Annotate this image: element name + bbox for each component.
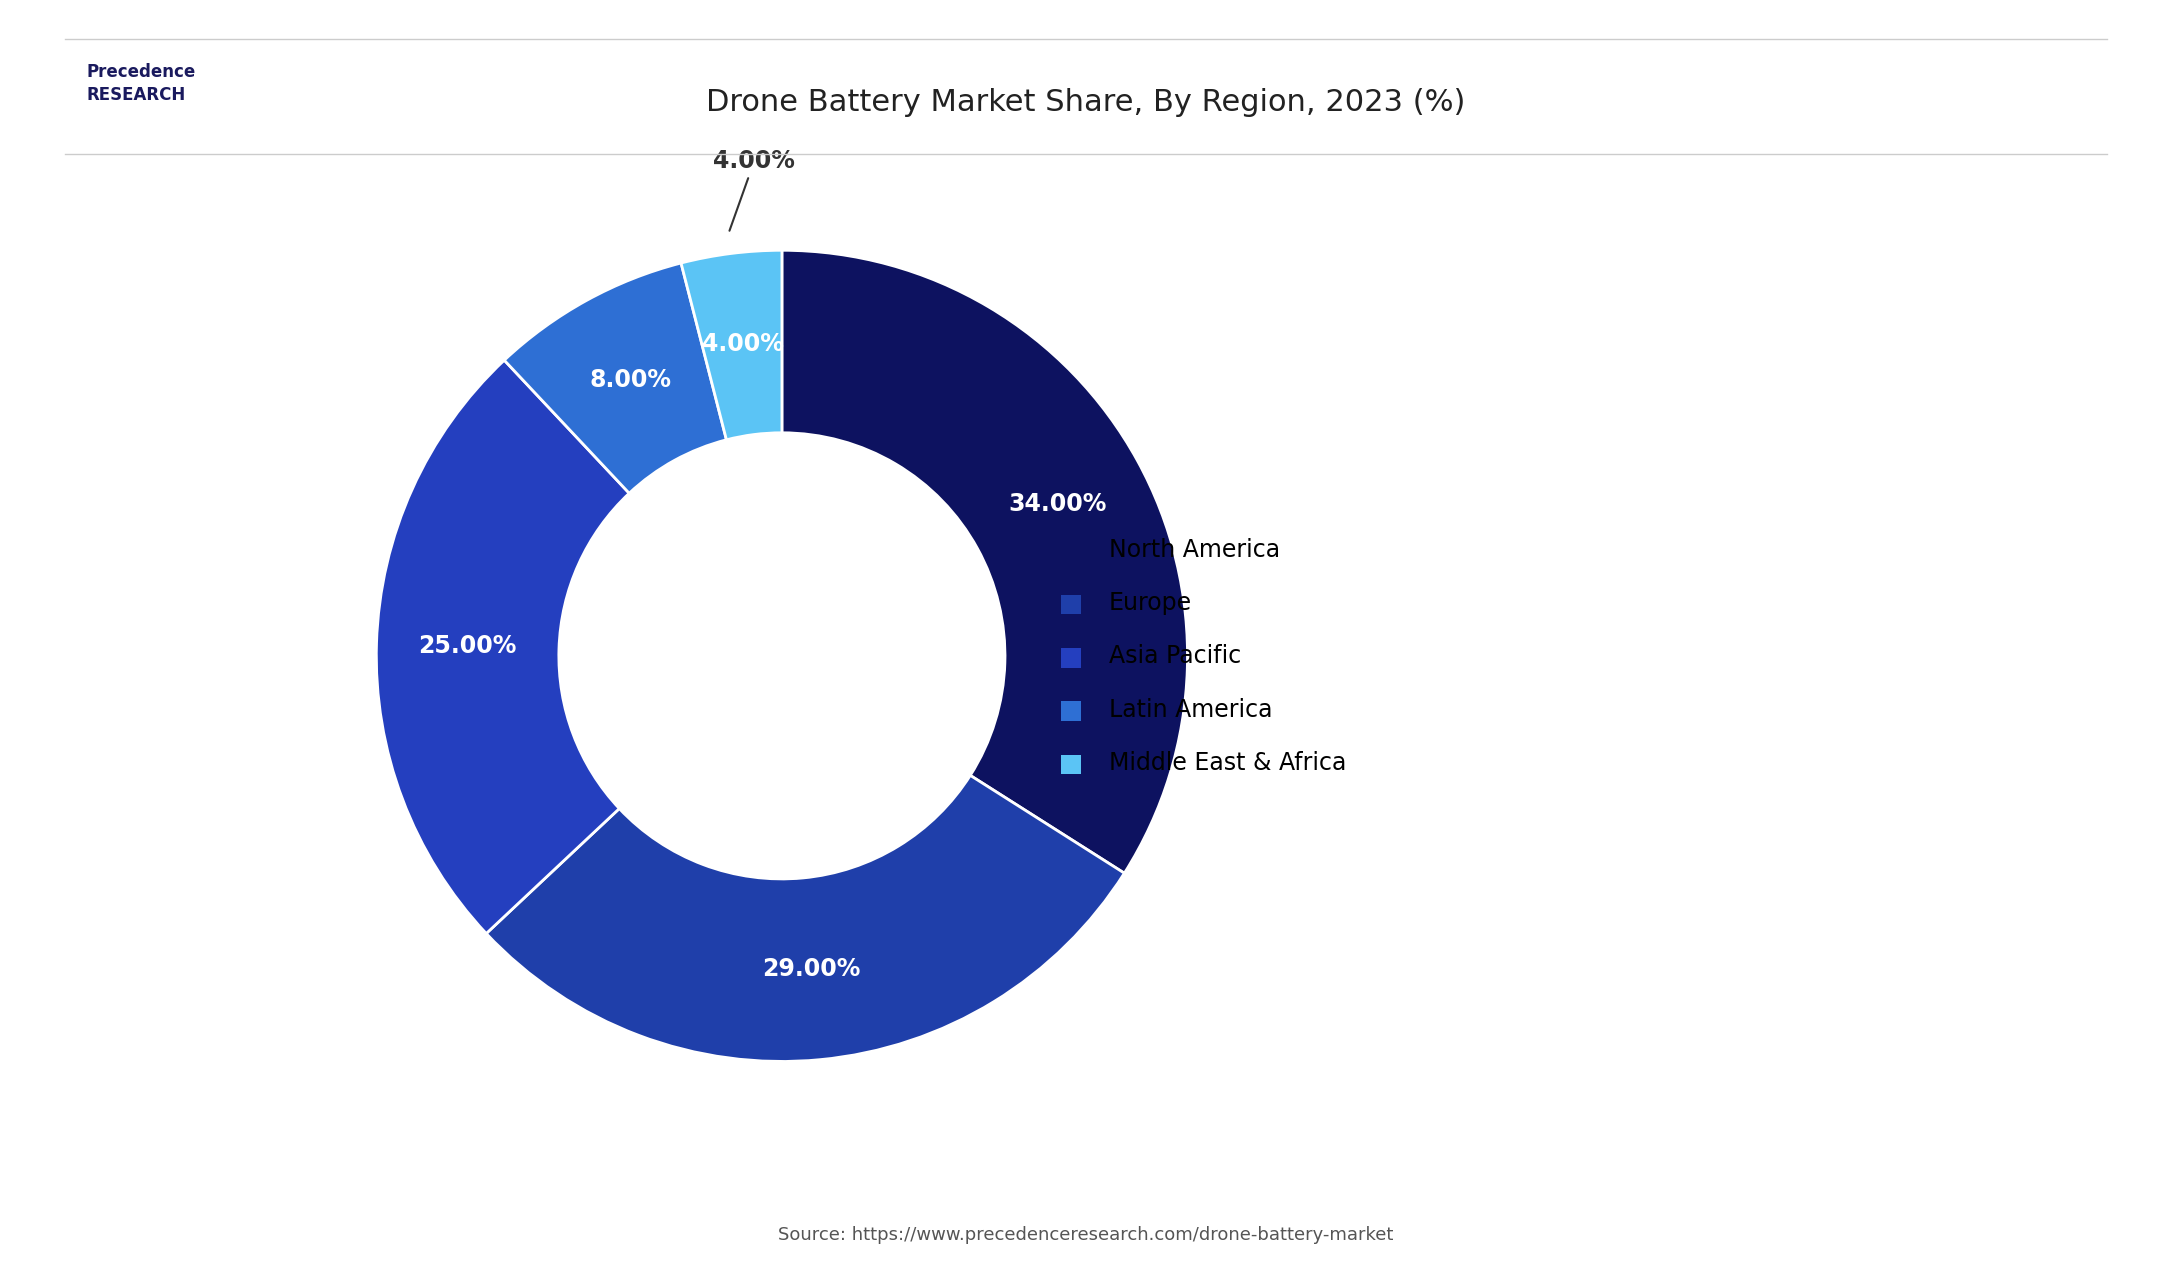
Wedge shape xyxy=(487,775,1125,1061)
Wedge shape xyxy=(504,264,725,494)
Legend: North America, Europe, Asia Pacific, Latin America, Middle East & Africa: North America, Europe, Asia Pacific, Lat… xyxy=(1062,536,1347,775)
Wedge shape xyxy=(782,251,1188,873)
Text: Source: https://www.precedenceresearch.com/drone-battery-market: Source: https://www.precedenceresearch.c… xyxy=(778,1226,1394,1244)
Text: 8.00%: 8.00% xyxy=(589,368,671,392)
Text: 4.00%: 4.00% xyxy=(702,332,784,356)
Text: 4.00%: 4.00% xyxy=(712,149,795,230)
Text: Drone Battery Market Share, By Region, 2023 (%): Drone Battery Market Share, By Region, 2… xyxy=(706,89,1466,117)
Wedge shape xyxy=(376,360,630,934)
Wedge shape xyxy=(682,251,782,440)
Text: 29.00%: 29.00% xyxy=(762,957,860,981)
Text: Precedence
RESEARCH: Precedence RESEARCH xyxy=(87,63,195,104)
Text: 34.00%: 34.00% xyxy=(1008,493,1106,517)
Text: 25.00%: 25.00% xyxy=(419,634,517,658)
